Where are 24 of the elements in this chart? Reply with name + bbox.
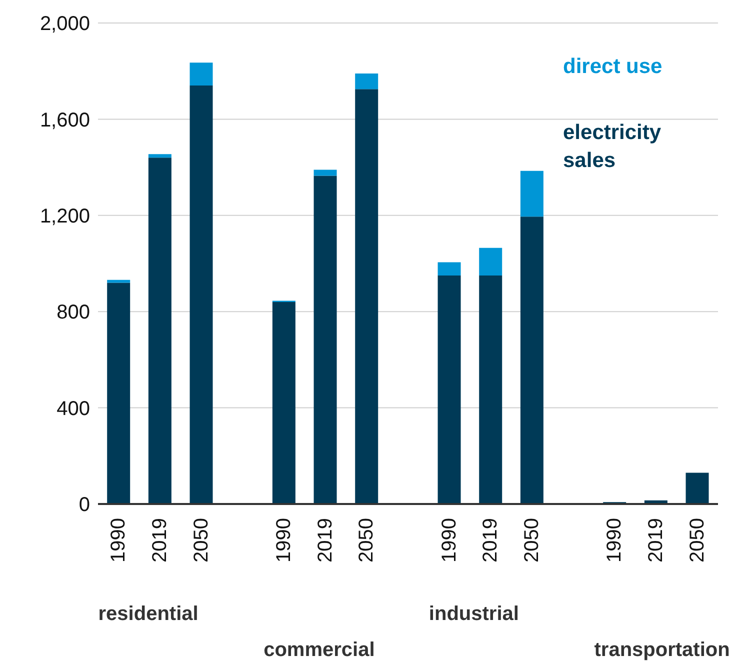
y-tick-label: 2,000 — [40, 13, 90, 36]
x-tick-label: 2019 — [645, 518, 667, 562]
x-tick-label: 2019 — [149, 518, 171, 562]
x-tick-label: 2019 — [314, 518, 336, 562]
x-tick-label: 1990 — [438, 518, 460, 562]
x-tick-label: 1990 — [604, 518, 626, 562]
text: industrial — [428, 603, 519, 626]
text: electricity sales — [563, 120, 662, 174]
y-tick-label: 1,600 — [40, 109, 90, 132]
y-tick-label: 400 — [56, 398, 90, 420]
text: transportation — [594, 639, 730, 662]
x-tick-label: 2050 — [686, 518, 708, 562]
y-tick-label: 0 — [78, 494, 90, 516]
x-tick-label: 2019 — [480, 518, 502, 562]
y-tick-label: 800 — [56, 302, 90, 324]
y-tick-label: 1,200 — [40, 206, 90, 228]
x-tick-label: 1990 — [108, 518, 130, 562]
text: direct use — [563, 54, 664, 80]
text: commercial — [264, 639, 375, 662]
x-tick-label: 2050 — [356, 518, 378, 562]
x-tick-label: 1990 — [273, 518, 295, 562]
x-tick-label: 2050 — [190, 518, 212, 562]
text: residential — [98, 603, 198, 626]
x-tick-label: 2050 — [521, 518, 543, 562]
